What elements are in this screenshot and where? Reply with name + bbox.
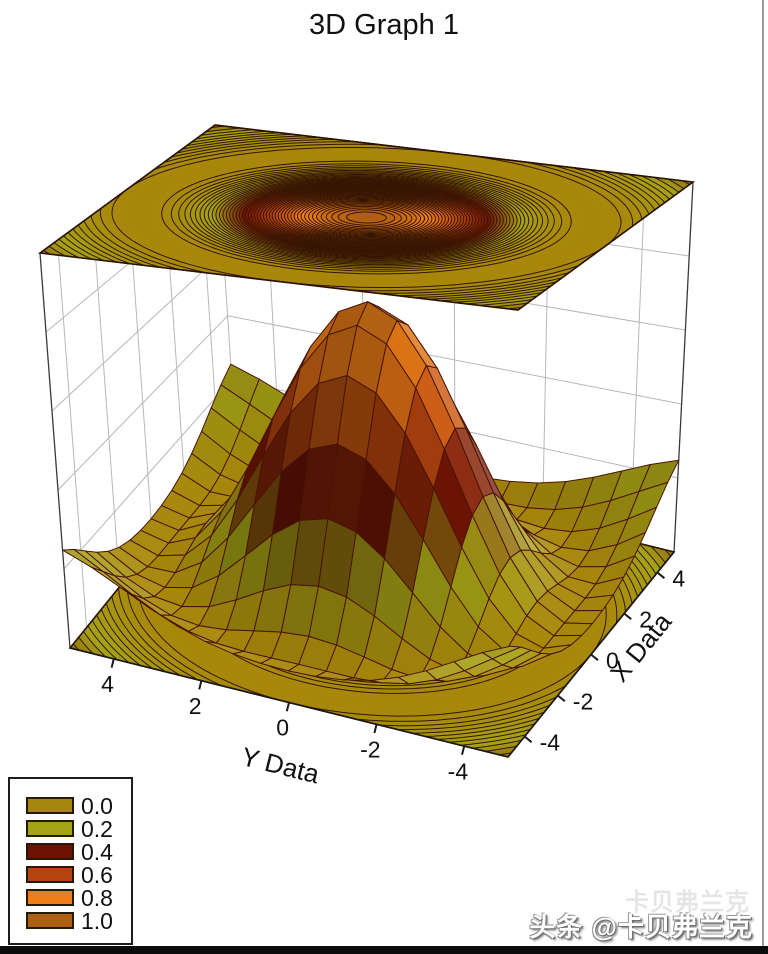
legend-label: 0.4 <box>81 839 113 865</box>
legend-row: 0.6 <box>10 862 131 888</box>
legend-swatch <box>26 889 74 906</box>
legend-label: 1.0 <box>81 908 113 934</box>
page-title: 3D Graph 1 <box>309 9 459 41</box>
mesh-surface <box>62 301 680 685</box>
watermark-ghost: 卡贝弗兰克 <box>625 889 750 916</box>
legend-row: 0.0 <box>10 793 131 819</box>
legend: 0.0 0.2 0.4 0.6 0.8 1.0 <box>8 777 133 945</box>
legend-row: 0.8 <box>10 885 131 911</box>
legend-swatch <box>26 912 74 929</box>
legend-label: 0.8 <box>81 885 113 911</box>
legend-row: 0.4 <box>10 839 131 865</box>
y-tick-label: 0 <box>276 715 289 741</box>
x-tick-label: -2 <box>573 689 593 715</box>
legend-label: 0.6 <box>81 862 113 888</box>
top-contour-projection <box>37 124 696 311</box>
watermark: 头条 @卡贝弗兰克 <box>529 912 753 942</box>
image-right-border <box>762 0 764 946</box>
y-tick-label: -4 <box>448 758 469 784</box>
legend-swatch <box>26 843 74 860</box>
y-tick-label: 4 <box>101 671 114 697</box>
legend-row: 0.2 <box>10 816 131 842</box>
x-tick-label: 0 <box>606 648 619 674</box>
legend-label: 0.2 <box>81 816 113 842</box>
legend-swatch <box>26 820 74 837</box>
legend-swatch <box>26 866 74 883</box>
legend-swatch <box>26 797 74 814</box>
bottom-black-bar <box>0 946 768 954</box>
y-tick-label: -2 <box>360 737 380 763</box>
x-tick-label: 2 <box>639 607 652 633</box>
y-tick-label: 2 <box>189 693 202 719</box>
legend-row: 1.0 <box>10 908 131 934</box>
x-tick-label: 4 <box>672 566 685 592</box>
legend-label: 0.0 <box>81 793 113 819</box>
y-axis-label: Y Data <box>238 741 322 789</box>
x-tick-label: -4 <box>540 730 561 756</box>
